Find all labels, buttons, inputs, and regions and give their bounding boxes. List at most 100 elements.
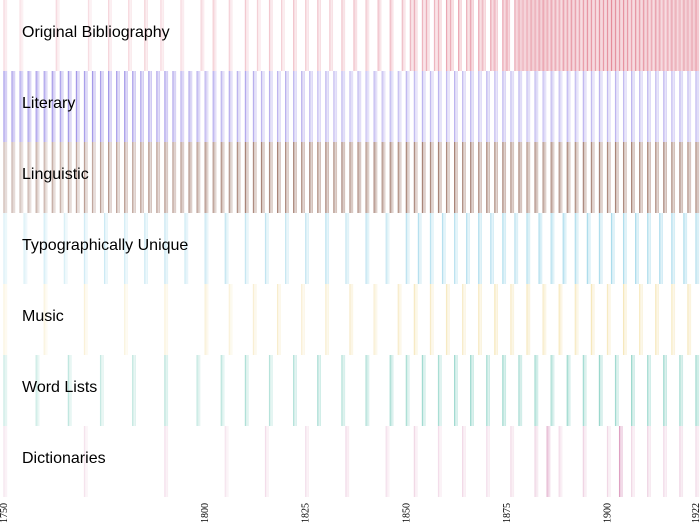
bar-mark [365,355,367,426]
bar-mark [455,355,457,426]
bar-mark [439,0,441,71]
bar-mark [6,355,8,426]
bar-mark [302,71,304,142]
bar-mark [400,71,402,142]
bar-mark [507,0,509,71]
bar-mark [247,213,249,284]
bar-mark [397,142,399,213]
bar-mark [495,142,497,213]
bar-mark [295,142,297,213]
bar-mark [502,213,504,284]
bar-mark [526,142,528,213]
bar-mark [231,284,233,355]
bar-mark [535,426,537,497]
bar-mark [283,0,285,71]
bar-mark [568,0,570,71]
bar-mark [207,71,209,142]
bar-mark [584,355,586,426]
bar-mark [527,142,529,213]
bar-mark [682,0,684,71]
bar-mark [625,142,627,213]
bar-mark [354,0,356,71]
bar-mark [319,142,321,213]
bar-mark [456,355,458,426]
bar-mark [456,213,458,284]
bar-mark [616,355,618,426]
bar-mark [159,71,161,142]
bar-mark [557,0,559,71]
bar-mark [246,213,248,284]
bar-mark [350,284,352,355]
bar-mark [12,71,14,142]
bar-mark [527,0,529,71]
bar-mark [3,71,5,142]
bar-mark [385,213,387,284]
bar-mark [640,71,642,142]
bar-mark [625,0,627,71]
bar-mark [373,142,375,213]
bar-mark [352,284,354,355]
bar-mark [511,142,513,213]
bar-mark [509,0,511,71]
bar-mark [448,142,450,213]
bar-mark [425,0,428,71]
bar-mark [223,355,225,426]
bar-mark [598,142,601,213]
bar-mark [549,426,551,497]
bar-mark [496,142,498,213]
bar-mark [336,71,338,142]
bar-mark [521,355,523,426]
bar-mark [546,0,548,71]
bar-mark [293,0,295,71]
bar-mark [590,0,592,71]
bar-mark [590,284,592,355]
bar-mark [562,0,564,71]
bar-mark [310,71,312,142]
bar-mark [175,142,177,213]
bar-mark [671,0,673,71]
bar-mark [610,0,613,71]
bar-mark [657,0,659,71]
bar-mark [437,0,440,71]
bar-mark [134,142,136,213]
bar-mark [407,355,409,426]
bar-mark [505,142,507,213]
bar-mark [94,71,96,142]
bar-mark [696,71,698,142]
row-label: Word Lists [22,379,97,396]
bar-mark [215,142,217,213]
bar-mark [263,71,265,142]
bar-mark [550,142,552,213]
bar-mark [657,284,659,355]
bar-mark [4,355,6,426]
bar-mark [181,0,183,71]
bar-mark [6,284,8,355]
bar-mark [4,284,6,355]
bar-mark [124,284,126,355]
bar-mark [141,71,143,142]
bar-mark [421,0,424,71]
bar-mark [148,142,150,213]
bar-mark [4,71,6,142]
bar-mark [270,355,272,426]
bar-mark [424,142,426,213]
bar-mark [643,0,645,71]
bar-mark [205,71,207,142]
bar-mark [682,426,684,497]
bar-mark [378,0,380,71]
bar-mark [514,0,516,71]
x-tick-label: 1875 [502,503,513,523]
bar-mark [415,284,417,355]
bar-mark [550,355,552,426]
bar-mark [376,71,378,142]
bar-mark [83,284,86,355]
bar-mark [349,71,351,142]
bar-mark [679,355,681,426]
bar-mark [172,71,174,142]
bar-mark [319,0,321,71]
bar-mark [161,0,163,71]
bar-mark [480,142,482,213]
bar-mark [105,213,107,284]
bar-mark [633,142,635,213]
bar-mark [201,0,203,71]
